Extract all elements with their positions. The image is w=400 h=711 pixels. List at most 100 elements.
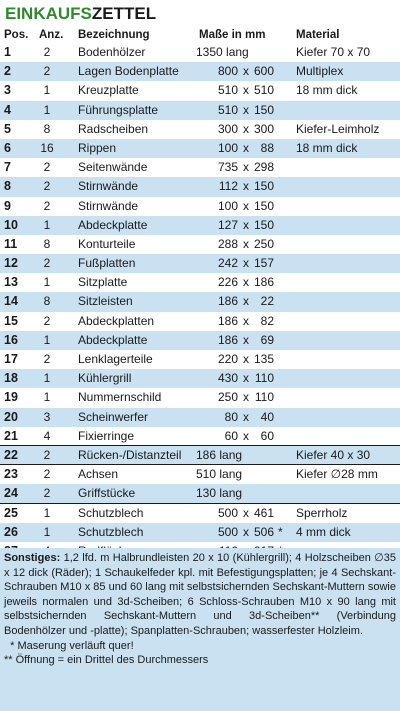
row-mass-1: 250 bbox=[217, 390, 238, 405]
table-row: 24 2 Griffstücke 130 lang bbox=[0, 484, 400, 504]
row-bezeichnung: Stirnwände bbox=[78, 198, 139, 213]
row-mass-1: 100 bbox=[217, 198, 238, 213]
row-bezeichnung: Griffstücke bbox=[78, 486, 136, 501]
row-pos: 14 bbox=[4, 294, 18, 309]
row-material: Kiefer 40 x 30 bbox=[296, 447, 371, 462]
row-pos: 4 bbox=[4, 102, 11, 117]
row-mass-1: 80 bbox=[224, 409, 238, 424]
row-anz: 1 bbox=[43, 217, 51, 232]
row-pos: 18 bbox=[4, 371, 18, 386]
row-material: 4 mm dick bbox=[296, 524, 351, 539]
table-row: 15 2 Abdeckplatten 186 x 82 bbox=[0, 312, 400, 331]
row-bezeichnung: Fixierringe bbox=[78, 428, 135, 443]
row-bezeichnung: Nummernschild bbox=[78, 390, 162, 405]
row-mass-x: x bbox=[243, 236, 249, 251]
table-row: 22 2 Rücken-/Distanzteil 186 lang Kiefer 40 … bbox=[0, 445, 400, 466]
row-bezeichnung: Lenklagerteile bbox=[78, 352, 153, 366]
row-anz: 1 bbox=[43, 371, 51, 386]
row-bezeichnung: Sitzplatte bbox=[78, 275, 128, 290]
table-row: 19 1 Nummernschild 250 x 110 bbox=[0, 388, 400, 407]
row-mass-x: x bbox=[243, 409, 249, 424]
table-row: 14 8 Sitzleisten 186 x 22 bbox=[0, 292, 400, 312]
row-mass-2: 135 bbox=[253, 352, 274, 366]
title-part-einkaufs: EINKAUFS bbox=[5, 4, 92, 23]
row-mass-1: 510 bbox=[217, 83, 238, 98]
row-mass-2: 298 bbox=[253, 160, 274, 175]
row-mass-mark: * bbox=[278, 524, 283, 539]
header-masse: Maße in mm bbox=[199, 29, 266, 41]
row-anz: 8 bbox=[43, 121, 51, 136]
row-anz: 1 bbox=[43, 505, 51, 520]
row-mass-2: 110 bbox=[254, 390, 274, 405]
row-anz: 8 bbox=[43, 294, 51, 309]
table-row: 10 1 Abdeckplatte 127 x 150 bbox=[0, 215, 400, 235]
row-pos: 15 bbox=[4, 313, 18, 328]
row-anz: 2 bbox=[43, 198, 51, 213]
footer-text: 1,2 lfd. m Halbrundleisten 20 x 10 (Kühl… bbox=[4, 552, 396, 637]
row-pos: 5 bbox=[4, 121, 11, 136]
row-bezeichnung: Fußplatten bbox=[78, 256, 136, 271]
row-anz: 2 bbox=[43, 486, 51, 501]
row-mass-x: x bbox=[243, 275, 249, 290]
table-row: 11 8 Konturteile 288 x 250 bbox=[0, 235, 400, 254]
table-row: 18 1 Kühlergrill 430 x 110 bbox=[0, 369, 400, 389]
row-anz: 1 bbox=[43, 390, 51, 405]
row-anz: 1 bbox=[43, 275, 51, 290]
row-pos: 24 bbox=[4, 486, 18, 501]
table-row: 26 1 Schutzblech 500 x 506 * 4 mm dick bbox=[0, 522, 400, 542]
footer-sonstiges: Sonstiges: 1,2 lfd. m Halbrundleisten 20… bbox=[4, 551, 396, 639]
row-mass-1: 186 bbox=[217, 294, 238, 309]
row-pos: 2 bbox=[4, 64, 11, 79]
row-bezeichnung: Abdeckplatte bbox=[78, 217, 148, 232]
footer-note-2: ** Öffnung = ein Drittel des Durchmesser… bbox=[4, 654, 209, 667]
row-bezeichnung: Schutzblech bbox=[78, 505, 144, 520]
row-mass-2: 88 bbox=[260, 140, 274, 155]
table-row: 6 16 Rippen 100 x 88 18 mm dick bbox=[0, 138, 400, 159]
table-row: 2 2 Lagen Bodenplatte 800 x 600 Multiplex bbox=[0, 62, 400, 82]
table-row: 16 1 Abdeckplatte 186 x 69 bbox=[0, 330, 400, 350]
row-mass-1: 500 bbox=[217, 505, 238, 520]
row-mass-2: 60 bbox=[260, 428, 274, 443]
row-material: Sperrholz bbox=[296, 505, 348, 520]
row-mass-2: 250 bbox=[253, 236, 274, 251]
row-bezeichnung: Rippen bbox=[78, 140, 117, 155]
row-bezeichnung: Schutzblech bbox=[78, 524, 144, 539]
row-pos: 3 bbox=[4, 83, 11, 98]
row-mass-1: 300 bbox=[217, 121, 238, 136]
row-mass-2: 600 bbox=[253, 64, 274, 79]
row-anz: 1 bbox=[43, 83, 51, 98]
row-bezeichnung: Seitenwände bbox=[78, 160, 148, 175]
row-mass-1: 1350 lang bbox=[196, 45, 249, 59]
table-row: 25 1 Schutzblech 500 x 461 Sperrholz bbox=[0, 504, 400, 523]
table-row: 23 2 Achsen 510 lang Kiefer ∅28 mm bbox=[0, 465, 400, 484]
table-row: 4 1 Führungsplatte 510 x 150 bbox=[0, 100, 400, 120]
row-pos: 23 bbox=[4, 467, 18, 482]
row-mass-2: 157 bbox=[253, 256, 274, 271]
row-anz: 8 bbox=[43, 236, 51, 251]
row-bezeichnung: Führungsplatte bbox=[78, 102, 159, 117]
row-bezeichnung: Konturteile bbox=[78, 236, 136, 251]
row-mass-2: 110 bbox=[254, 371, 274, 386]
row-mass-1: 510 lang bbox=[196, 467, 243, 482]
row-mass-1: 800 bbox=[217, 64, 238, 79]
row-pos: 21 bbox=[4, 428, 18, 443]
row-pos: 19 bbox=[4, 390, 18, 405]
row-anz: 3 bbox=[43, 409, 51, 424]
row-mass-2: 82 bbox=[260, 313, 274, 328]
row-pos: 8 bbox=[4, 179, 11, 194]
row-anz: 2 bbox=[43, 352, 51, 366]
row-pos: 26 bbox=[4, 524, 18, 539]
row-bezeichnung: Abdeckplatten bbox=[78, 313, 155, 328]
header-anz: Anz. bbox=[39, 29, 64, 41]
row-bezeichnung: Stirnwände bbox=[78, 179, 139, 194]
row-mass-2: 300 bbox=[253, 121, 274, 136]
row-anz: 2 bbox=[43, 256, 51, 271]
row-bezeichnung: Sitzleisten bbox=[78, 294, 133, 309]
table-row: 17 2 Lenklagerteile 220 x 135 bbox=[0, 350, 400, 369]
row-pos: 17 bbox=[4, 352, 18, 366]
row-mass-x: x bbox=[243, 179, 249, 194]
row-bezeichnung: Bodenhölzer bbox=[78, 45, 146, 59]
footer-note-1: * Maserung verläuft quer! bbox=[4, 639, 134, 652]
row-mass-x: x bbox=[243, 294, 249, 309]
row-mass-x: x bbox=[243, 198, 249, 213]
